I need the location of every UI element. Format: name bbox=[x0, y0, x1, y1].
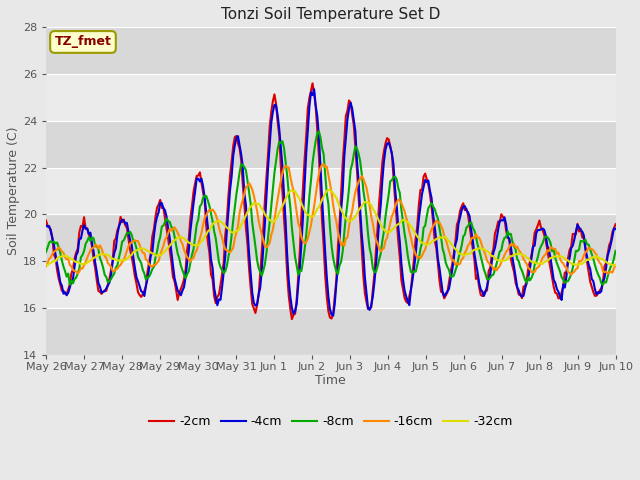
Line: -16cm: -16cm bbox=[46, 164, 616, 275]
-32cm bbox=[582, 259, 589, 264]
-16cm bbox=[612, 262, 620, 268]
Line: -8cm: -8cm bbox=[46, 132, 616, 285]
-4cm bbox=[291, 308, 299, 314]
-4cm bbox=[212, 294, 220, 300]
Line: -4cm: -4cm bbox=[46, 89, 616, 316]
-2cm bbox=[241, 201, 248, 206]
-8cm bbox=[214, 247, 221, 253]
-4cm bbox=[612, 226, 620, 232]
Line: -2cm: -2cm bbox=[46, 84, 616, 319]
-2cm bbox=[231, 134, 239, 140]
Title: Tonzi Soil Temperature Set D: Tonzi Soil Temperature Set D bbox=[221, 7, 440, 22]
-4cm bbox=[310, 86, 318, 92]
-16cm bbox=[112, 266, 120, 272]
-16cm bbox=[212, 212, 220, 217]
-4cm bbox=[241, 190, 248, 196]
-32cm bbox=[324, 187, 332, 193]
-4cm bbox=[112, 246, 120, 252]
-8cm bbox=[232, 192, 240, 197]
Legend: -2cm, -4cm, -8cm, -16cm, -32cm: -2cm, -4cm, -8cm, -16cm, -32cm bbox=[144, 410, 518, 433]
-4cm bbox=[42, 223, 50, 228]
Bar bbox=[46, 121, 616, 168]
-32cm bbox=[241, 216, 248, 222]
-2cm bbox=[308, 81, 316, 86]
Bar bbox=[46, 261, 616, 308]
-2cm bbox=[212, 300, 220, 306]
-16cm bbox=[320, 161, 328, 167]
-32cm bbox=[231, 229, 239, 235]
Bar bbox=[46, 168, 616, 215]
-2cm bbox=[42, 217, 50, 223]
-4cm bbox=[583, 253, 591, 259]
-2cm bbox=[583, 259, 591, 264]
-8cm bbox=[66, 282, 74, 288]
Y-axis label: Soil Temperature (C): Soil Temperature (C) bbox=[7, 127, 20, 255]
Bar bbox=[46, 74, 616, 121]
-16cm bbox=[567, 272, 575, 277]
Bar bbox=[46, 308, 616, 355]
-8cm bbox=[113, 263, 121, 268]
-32cm bbox=[112, 257, 120, 263]
-32cm bbox=[212, 219, 220, 225]
-4cm bbox=[231, 143, 239, 148]
-4cm bbox=[330, 313, 337, 319]
-32cm bbox=[291, 188, 299, 194]
Bar bbox=[46, 27, 616, 74]
-32cm bbox=[612, 262, 620, 268]
Bar bbox=[46, 215, 616, 261]
-8cm bbox=[42, 249, 50, 255]
-32cm bbox=[42, 262, 50, 268]
X-axis label: Time: Time bbox=[316, 374, 346, 387]
-2cm bbox=[293, 297, 301, 302]
-8cm bbox=[583, 241, 591, 247]
-8cm bbox=[612, 248, 620, 254]
-16cm bbox=[241, 191, 248, 197]
-8cm bbox=[242, 168, 250, 173]
-8cm bbox=[293, 263, 301, 268]
-16cm bbox=[231, 236, 239, 241]
-16cm bbox=[291, 199, 299, 204]
-2cm bbox=[288, 316, 296, 322]
-32cm bbox=[610, 263, 618, 268]
Line: -32cm: -32cm bbox=[46, 190, 616, 265]
Text: TZ_fmet: TZ_fmet bbox=[54, 36, 111, 48]
-16cm bbox=[583, 248, 591, 254]
-8cm bbox=[315, 129, 323, 134]
-16cm bbox=[42, 264, 50, 269]
-2cm bbox=[112, 236, 120, 241]
-2cm bbox=[612, 221, 620, 227]
